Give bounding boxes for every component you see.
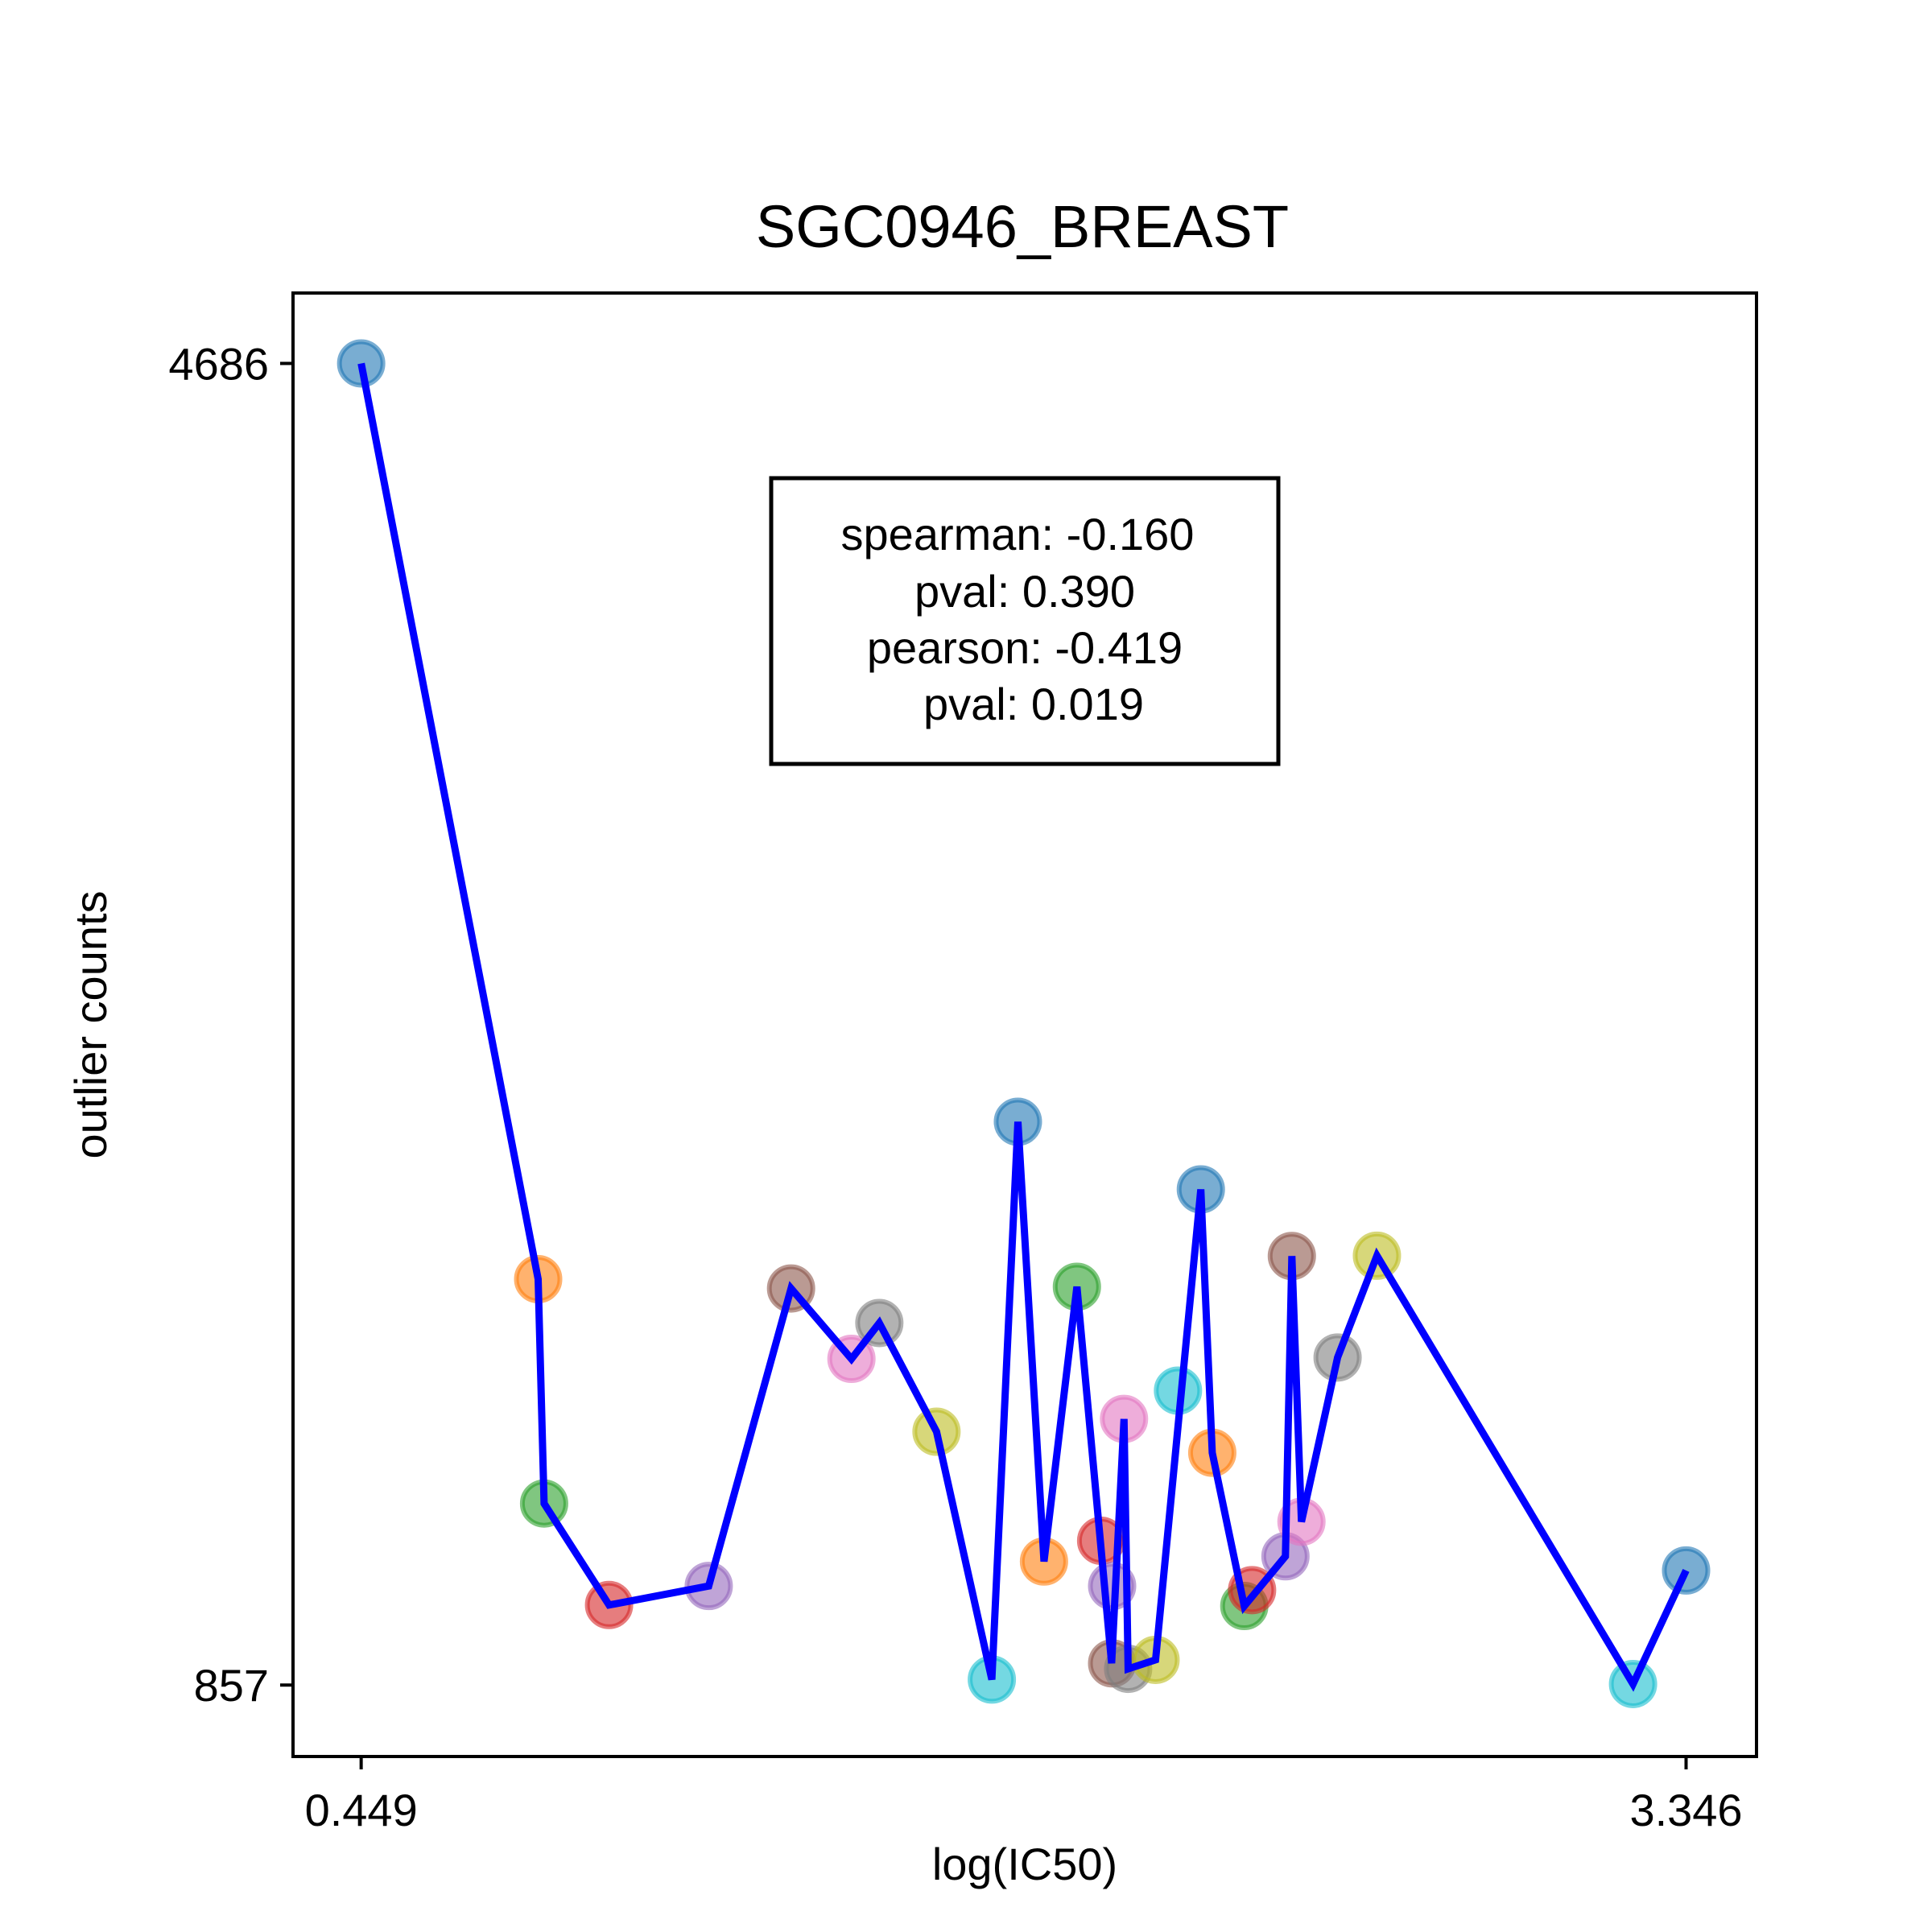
plot-frame [291, 291, 1758, 1758]
stats-line-spearman: spearman: -0.160 [841, 509, 1195, 559]
chart-title: SGC0946_BREAST [756, 193, 1289, 260]
stats-line-pearson: pearson: -0.419 [867, 622, 1183, 673]
x-axis-ticks: 0.449 3.346 [305, 1757, 1743, 1835]
trend-line [357, 362, 1690, 1692]
y-tick-label: 857 [194, 1660, 269, 1711]
y-axis-ticks: 857 4686 [168, 338, 293, 1711]
y-tick-label: 4686 [168, 338, 269, 389]
y-axis-label: outlier counts [65, 890, 116, 1158]
data-point [336, 339, 386, 388]
stats-line-spearman-pval: pval: 0.390 [914, 566, 1135, 617]
x-axis-label: log(IC50) [932, 1839, 1117, 1889]
x-tick-label: 3.346 [1629, 1785, 1742, 1835]
stats-annotation-box: spearman: -0.160 pval: 0.390 pearson: -0… [769, 476, 1281, 766]
stats-box-frame [769, 476, 1281, 766]
x-tick-label: 0.449 [305, 1785, 418, 1835]
data-point [1662, 1546, 1711, 1595]
stats-line-pearson-pval: pval: 0.019 [923, 679, 1144, 729]
